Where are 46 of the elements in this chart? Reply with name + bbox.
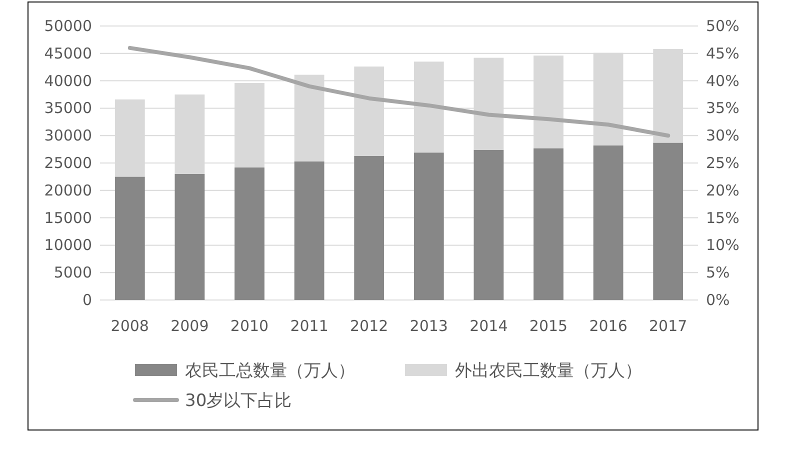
y2-tick-label: 5% bbox=[706, 264, 730, 282]
legend-label: 农民工总数量（万人） bbox=[185, 361, 355, 381]
bar bbox=[114, 176, 145, 300]
x-tick-label: 2009 bbox=[170, 317, 209, 335]
bar bbox=[354, 156, 384, 300]
x-tick-label: 2010 bbox=[230, 317, 269, 335]
bar bbox=[174, 174, 205, 300]
y-tick-label: 30000 bbox=[44, 126, 92, 145]
y-tick-label: 40000 bbox=[44, 72, 92, 90]
y-tick-label: 10000 bbox=[44, 236, 92, 254]
y2-tick-label: 40% bbox=[706, 72, 740, 90]
y-tick-label: 50000 bbox=[44, 17, 92, 35]
x-tick-label: 2015 bbox=[529, 317, 568, 335]
x-tick-label: 2014 bbox=[470, 317, 508, 335]
y2-tick-label: 10% bbox=[706, 236, 740, 254]
bar bbox=[474, 150, 504, 300]
y2-tick-label: 15% bbox=[706, 208, 740, 227]
bar bbox=[653, 142, 684, 300]
x-tick-label: 2017 bbox=[649, 317, 688, 335]
x-tick-label: 2008 bbox=[110, 317, 149, 335]
y2-tick-label: 0% bbox=[706, 291, 730, 309]
bar bbox=[234, 167, 264, 300]
y2-tick-label: 25% bbox=[706, 154, 740, 172]
legend-label: 外出农民工数量（万人） bbox=[455, 361, 642, 381]
y2-tick-label: 20% bbox=[706, 181, 740, 200]
bar bbox=[414, 152, 444, 300]
y-tick-label: 35000 bbox=[44, 99, 92, 118]
y-tick-label: 20000 bbox=[44, 181, 92, 200]
bar bbox=[294, 161, 324, 300]
y2-tick-label: 50% bbox=[706, 17, 740, 35]
y2-tick-label: 35% bbox=[706, 99, 740, 118]
x-tick-label: 2011 bbox=[290, 317, 328, 335]
y-tick-label: 5000 bbox=[54, 264, 92, 282]
y2-tick-label: 45% bbox=[706, 44, 740, 62]
y2-tick-label: 30% bbox=[706, 126, 740, 145]
y-tick-label: 15000 bbox=[44, 208, 92, 227]
y-tick-label: 25000 bbox=[44, 154, 92, 172]
x-tick-label: 2016 bbox=[589, 317, 628, 335]
x-tick-label: 2013 bbox=[410, 317, 448, 335]
y-tick-label: 0 bbox=[82, 291, 92, 309]
bar bbox=[534, 148, 564, 300]
y-tick-label: 45000 bbox=[44, 44, 92, 62]
bar bbox=[593, 145, 624, 300]
legend-label: 30岁以下占比 bbox=[185, 391, 292, 411]
line-series bbox=[128, 46, 670, 138]
x-tick-label: 2012 bbox=[350, 317, 388, 335]
